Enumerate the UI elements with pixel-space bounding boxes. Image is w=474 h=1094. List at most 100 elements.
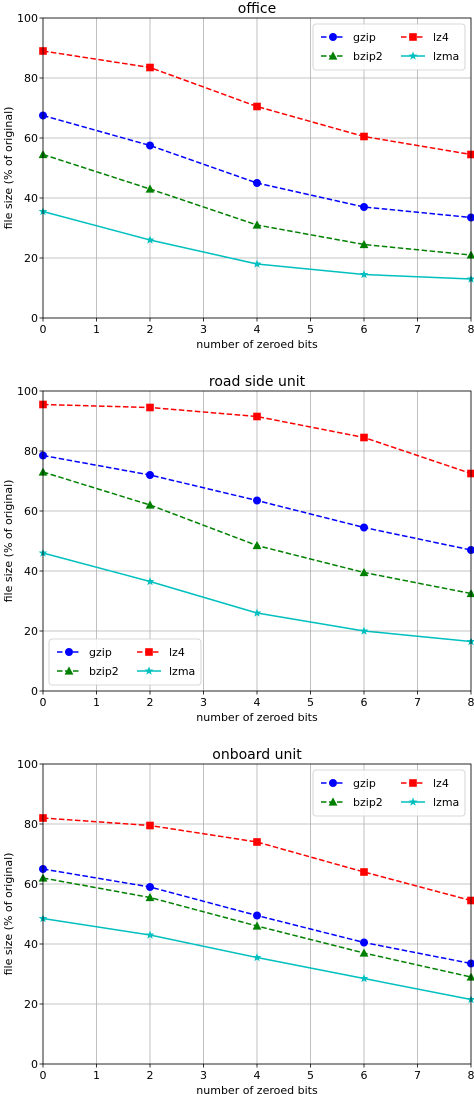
x-tick-label: 5 — [307, 323, 314, 336]
x-tick-label: 6 — [361, 1069, 368, 1082]
legend-label-bzip2: bzip2 — [89, 665, 119, 678]
data-point-lz4 — [253, 838, 261, 846]
legend-box — [48, 638, 202, 686]
legend-entry-lz4: lz4 — [137, 646, 185, 659]
x-tick-label: 1 — [93, 696, 100, 709]
legend-entry-lzma: lzma — [137, 665, 195, 678]
chart-title: onboard unit — [212, 747, 302, 763]
data-point-lz4 — [360, 868, 368, 876]
data-point-bzip2 — [145, 892, 155, 902]
legend-marker-lzma — [408, 51, 418, 60]
y-tick-label: 100 — [17, 12, 38, 25]
data-point-bzip2 — [359, 948, 369, 957]
legend-marker-lzma — [144, 666, 154, 675]
x-tick-label: 3 — [200, 1069, 207, 1082]
legend-label-lzma: lzma — [433, 796, 459, 809]
chart-title: office — [238, 1, 276, 17]
x-tick-label: 2 — [147, 696, 154, 709]
chart-title: road side unit — [209, 374, 306, 390]
series-bzip2 — [38, 149, 474, 259]
y-tick-label: 20 — [24, 998, 38, 1011]
data-point-lz4 — [146, 403, 154, 412]
data-point-gzip — [253, 496, 261, 505]
legend-entry-lz4: lz4 — [401, 31, 449, 44]
x-tick-label: 6 — [361, 323, 368, 336]
legend-marker-lz4 — [145, 648, 153, 656]
y-tick-label: 60 — [24, 505, 38, 518]
y-tick-label: 0 — [31, 685, 38, 698]
legend-box — [312, 769, 466, 817]
series-line-lz4 — [42, 817, 472, 902]
x-tick-label: 4 — [254, 696, 261, 709]
y-tick-label: 0 — [31, 1058, 38, 1071]
x-axis-label: number of zeroed bits — [196, 711, 318, 724]
legend-box — [312, 23, 466, 71]
x-tick-label: 0 — [40, 1069, 47, 1082]
x-tick-label: 2 — [147, 1069, 154, 1082]
x-tick-label: 8 — [468, 323, 474, 336]
data-point-lzma — [145, 235, 155, 244]
data-point-bzip2 — [466, 588, 474, 598]
data-point-lzma — [466, 994, 474, 1004]
data-point-lzma — [252, 259, 262, 268]
y-axis-label: file size (% of original) — [2, 480, 15, 603]
data-point-bzip2 — [145, 500, 155, 509]
x-tick-label: 3 — [200, 323, 207, 336]
y-tick-label: 20 — [24, 625, 38, 638]
data-point-bzip2 — [252, 220, 262, 229]
legend-marker-lz4 — [409, 779, 417, 787]
legend-label-gzip: gzip — [89, 646, 112, 659]
legend: gzip lz4 bzip2 lzma — [312, 23, 466, 71]
legend: gzip lz4 bzip2 lzma — [48, 638, 202, 686]
data-point-lzma — [145, 576, 155, 586]
data-point-lzma — [359, 626, 369, 635]
data-point-gzip — [146, 883, 154, 891]
data-point-gzip — [253, 911, 261, 920]
y-tick-label: 40 — [24, 565, 38, 578]
legend-label-lzma: lzma — [169, 665, 195, 678]
legend-marker-gzip — [65, 648, 73, 656]
legend-marker-lz4 — [409, 33, 417, 41]
data-point-lz4 — [360, 132, 368, 141]
x-tick-label: 0 — [40, 696, 47, 709]
data-point-lzma — [359, 269, 369, 279]
y-tick-label: 60 — [24, 878, 38, 891]
legend-entry-bzip2: bzip2 — [321, 796, 383, 809]
legend-label-lz4: lz4 — [433, 777, 449, 790]
data-point-lzma — [252, 608, 262, 617]
data-point-gzip — [467, 959, 474, 968]
legend-entry-lzma: lzma — [401, 50, 459, 63]
legend-label-bzip2: bzip2 — [353, 796, 383, 809]
legend-entry-bzip2: bzip2 — [321, 50, 383, 63]
series-line-lz4 — [42, 403, 472, 475]
data-point-gzip — [253, 179, 261, 187]
y-tick-label: 60 — [24, 132, 38, 145]
legend-entry-lz4: lz4 — [401, 777, 449, 790]
x-tick-label: 2 — [147, 323, 154, 336]
legend-entry-gzip: gzip — [321, 777, 376, 790]
legend-label-gzip: gzip — [353, 31, 376, 44]
data-point-lz4 — [360, 433, 368, 442]
legend-marker-gzip — [329, 33, 337, 41]
data-point-gzip — [467, 213, 474, 222]
plot-frame — [42, 17, 472, 319]
y-axis-label: file size (% of original) — [2, 107, 15, 230]
legend-marker-lzma — [408, 797, 418, 806]
y-tick-label: 0 — [31, 312, 38, 325]
x-tick-label: 5 — [307, 696, 314, 709]
legend-label-bzip2: bzip2 — [353, 50, 383, 63]
data-point-lzma — [466, 636, 474, 646]
series-gzip — [39, 865, 474, 968]
y-tick-label: 80 — [24, 818, 38, 831]
data-point-bzip2 — [466, 972, 474, 981]
x-tick-label: 0 — [40, 323, 47, 336]
data-point-lzma — [252, 952, 262, 962]
y-tick-label: 20 — [24, 252, 38, 265]
legend-entry-gzip: gzip — [321, 31, 376, 44]
legend-label-lzma: lzma — [433, 50, 459, 63]
legend-marker-bzip2 — [328, 51, 338, 60]
legend-marker-gzip — [329, 779, 337, 787]
